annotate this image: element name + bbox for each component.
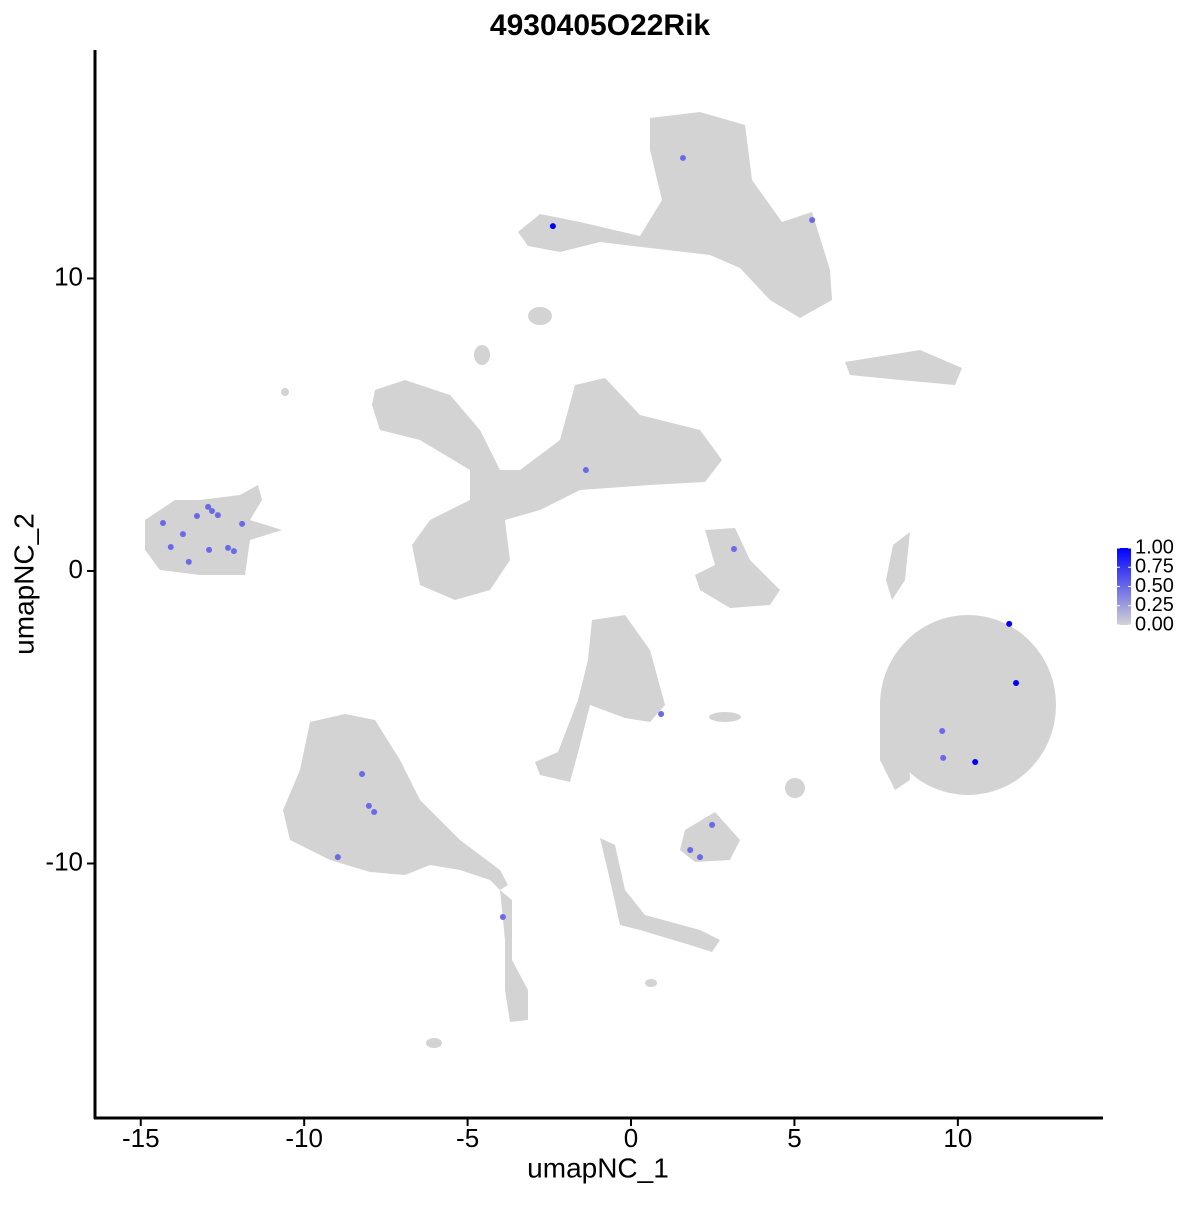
y-tick-label: 0 (69, 554, 83, 584)
x-tick-label: 5 (787, 1123, 801, 1153)
x-tick-label: -15 (122, 1123, 160, 1153)
points-layer (159, 154, 1020, 921)
point (359, 770, 366, 777)
chart-title: 4930405O22Rik (490, 9, 710, 42)
point (696, 854, 703, 861)
point (205, 503, 212, 510)
colorbar-label: 0.50 (1135, 575, 1174, 597)
x-tick-label: 0 (624, 1123, 638, 1153)
point (239, 520, 246, 527)
point (1006, 620, 1013, 627)
point (209, 508, 216, 515)
point (582, 467, 589, 474)
point (939, 727, 946, 734)
point (365, 802, 372, 809)
colorbar-label: 1.00 (1135, 536, 1174, 558)
point (687, 847, 694, 854)
point (709, 821, 716, 828)
point (658, 711, 665, 718)
point (179, 531, 186, 538)
y-tick-label: -10 (45, 846, 83, 876)
point (206, 546, 213, 553)
background-cells (145, 112, 1056, 1048)
point (1013, 680, 1020, 687)
point (730, 546, 737, 553)
point (499, 914, 506, 921)
colorbar-label: 0.25 (1135, 594, 1174, 616)
point (230, 548, 237, 555)
colorbar (1117, 548, 1131, 625)
point (214, 512, 221, 519)
colorbar-label: 0.75 (1135, 556, 1174, 578)
x-axis-title: umapNC_1 (527, 1152, 669, 1183)
point (334, 854, 341, 861)
x-tick-label: -10 (285, 1123, 323, 1153)
point (549, 223, 556, 230)
colorbar-label: 0.00 (1135, 613, 1174, 635)
point (225, 544, 232, 551)
x-tick-label: -5 (456, 1123, 479, 1153)
point (679, 154, 686, 161)
y-axis-title: umapNC_2 (8, 513, 39, 655)
y-tick-label: 10 (54, 261, 83, 291)
point (193, 512, 200, 519)
point (371, 809, 378, 816)
point (972, 759, 979, 765)
point (159, 520, 166, 527)
point (809, 216, 816, 223)
x-tick-label: 10 (943, 1123, 972, 1153)
point (940, 754, 947, 761)
point (185, 558, 192, 565)
point (167, 543, 174, 550)
